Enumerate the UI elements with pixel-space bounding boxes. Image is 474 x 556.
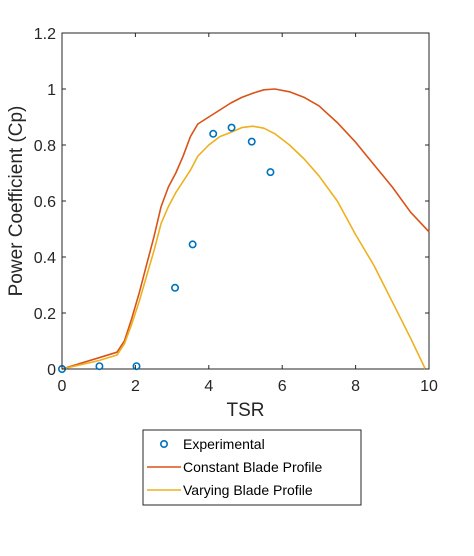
axes-layer: 0 2 4 6 8 10 0 0.2 0.4 0.6 0.8 1 1.2	[34, 26, 438, 395]
experimental-point	[247, 137, 256, 146]
y-tick-label: 1.2	[34, 26, 56, 43]
experimental-point	[171, 283, 180, 292]
series-layer	[57, 88, 430, 373]
plot-area	[61, 32, 430, 370]
x-tick-label: 6	[278, 378, 287, 395]
x-tick-label: 2	[131, 378, 140, 395]
experimental-point	[95, 362, 104, 371]
legend-items: Experimental Constant Blade Profile Varyin…	[147, 436, 323, 498]
experimental-point	[227, 123, 236, 132]
experimental-point	[209, 129, 218, 138]
y-tick-label: 0.8	[34, 138, 56, 155]
y-tick-label: 0.4	[34, 250, 56, 267]
experimental-point	[266, 168, 275, 177]
legend-label-2: Varying Blade Profile	[183, 482, 313, 498]
legend-marker-0	[160, 439, 169, 448]
x-tick-label: 8	[351, 378, 360, 395]
x-tick-label: 10	[420, 378, 438, 395]
series-line-2	[61, 125, 427, 370]
y-tick-label: 0	[47, 362, 56, 379]
x-tick-label: 0	[58, 378, 67, 395]
x-axis-title: TSR	[227, 400, 265, 421]
legend-label-1: Constant Blade Profile	[183, 459, 323, 475]
y-tick-label: 0.6	[34, 194, 56, 211]
x-tick-label: 4	[204, 378, 213, 395]
y-tick-label: 1	[47, 82, 56, 99]
y-axis-title: Power Coefficient (Cp)	[6, 106, 27, 297]
experimental-point	[188, 240, 197, 249]
series-line-1	[61, 88, 430, 370]
y-tick-label: 0.2	[34, 306, 56, 323]
experimental-point	[132, 362, 141, 371]
legend-label-0: Experimental	[183, 436, 265, 452]
plot-frame	[61, 32, 430, 370]
legend: Experimental Constant Blade Profile Varyin…	[142, 429, 362, 506]
